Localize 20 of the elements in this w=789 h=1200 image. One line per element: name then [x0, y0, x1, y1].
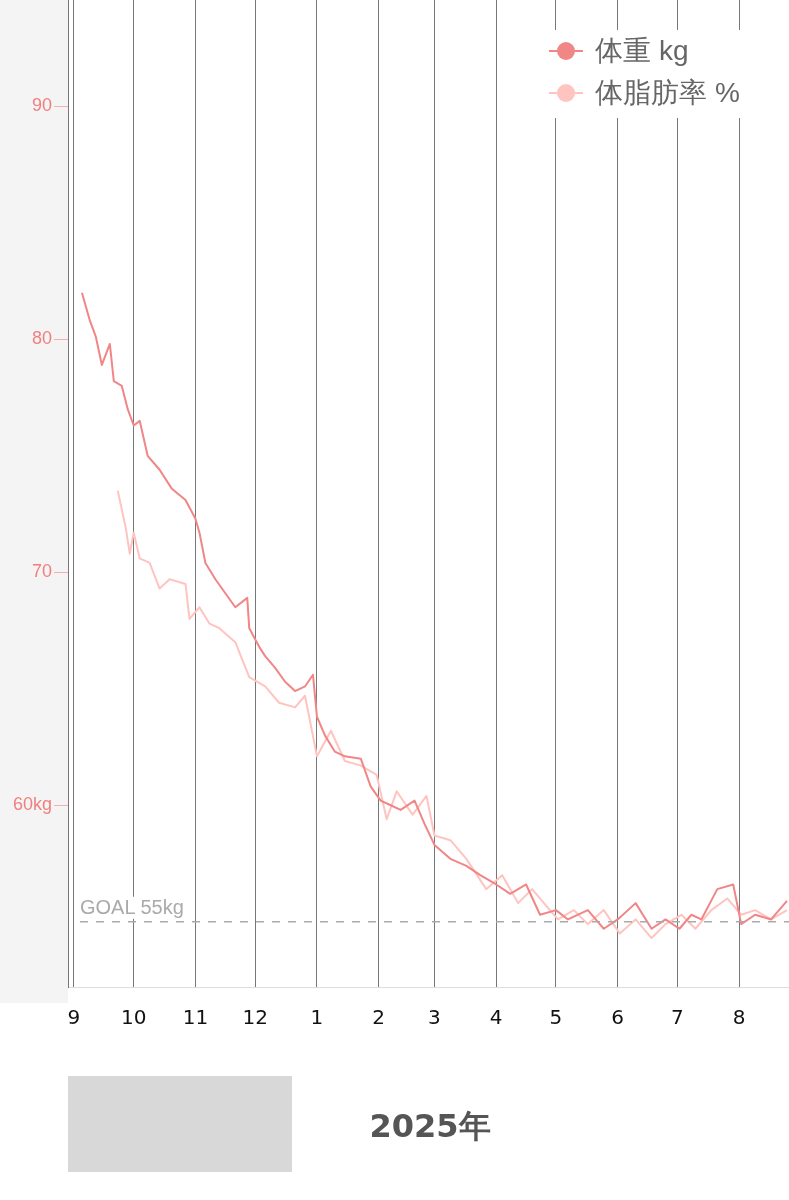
x-tick-label: 10 — [121, 1005, 147, 1030]
legend-label: 体脂肪率 % — [595, 76, 740, 110]
x-tick-label: 7 — [671, 1005, 684, 1030]
legend-label: 体重 kg — [595, 34, 689, 68]
x-tick-label: 6 — [611, 1005, 625, 1030]
y-tick-label: 80 — [31, 328, 52, 349]
x-tick-label: 2 — [372, 1005, 386, 1030]
x-tick-label: 11 — [182, 1005, 209, 1030]
y-tick-label: 90 — [31, 95, 52, 116]
y-tick-label: 60kg — [12, 794, 52, 815]
x-tick-label: 12 — [242, 1005, 268, 1030]
x-tick-label: 8 — [732, 1005, 746, 1030]
y-tick-label: 70 — [31, 561, 52, 582]
ref-line-label: GOAL 55kg — [80, 896, 184, 919]
x-tick-label: 5 — [549, 1005, 563, 1030]
x-tick-label: 3 — [428, 1005, 441, 1030]
x-tick-label: 4 — [489, 1005, 503, 1030]
x-tick-label: 1 — [310, 1005, 324, 1030]
x-axis-title: 2025年 — [368, 1106, 492, 1147]
x-tick-label: 9 — [67, 1005, 81, 1030]
